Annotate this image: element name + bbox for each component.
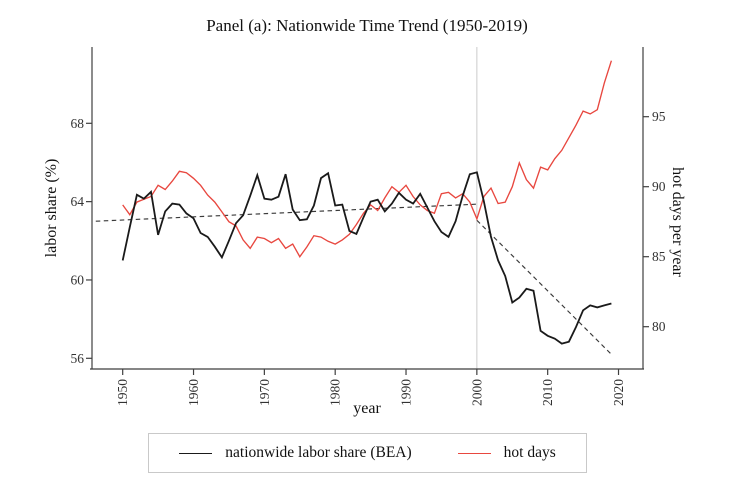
labor-share-line — [121, 171, 612, 345]
legend-line-labor-share — [179, 452, 213, 454]
x-tick-label: 2000 — [469, 379, 484, 406]
y-right-tick-label: 90 — [652, 179, 666, 194]
y-right-axis-title: hot days per year — [669, 167, 686, 277]
legend-item-hot-days: hot days — [457, 444, 556, 462]
x-tick-label: 1980 — [328, 379, 343, 406]
y-left-tick-label: 56 — [71, 351, 85, 366]
legend-label-labor-share: nationwide labor share (BEA) — [225, 444, 412, 461]
x-tick-label: 2020 — [611, 379, 626, 406]
legend-label-hot-days: hot days — [503, 444, 556, 461]
y-left-axis-title: labor share (%) — [43, 159, 60, 258]
chart-title: Panel (a): Nationwide Time Trend (1950-2… — [206, 16, 528, 35]
y-right-tick-label: 95 — [652, 109, 666, 124]
y-left-tick-label: 60 — [71, 272, 85, 287]
y-left-tick-label: 68 — [71, 116, 85, 131]
y-right-tick-label: 85 — [652, 249, 666, 264]
x-tick-label: 1960 — [186, 379, 201, 406]
legend: nationwide labor share (BEA) hot days — [148, 433, 587, 473]
x-tick-label: 1950 — [115, 379, 130, 406]
plot-area: 56 60 64 68 80 85 90 95 1950 1960 1970 1980 1990 2000… — [71, 47, 666, 406]
y-right-tick-label: 80 — [652, 319, 666, 334]
y-left-tick-label: 64 — [71, 194, 85, 209]
legend-line-hot-days — [457, 452, 491, 454]
x-tick-label: 1990 — [399, 379, 414, 406]
x-tick-label: 2010 — [540, 379, 555, 406]
x-axis-title: year — [353, 400, 381, 417]
x-tick-label: 1970 — [257, 379, 272, 406]
legend-item-labor-share: nationwide labor share (BEA) — [179, 444, 412, 462]
hot-days-line — [122, 60, 613, 258]
